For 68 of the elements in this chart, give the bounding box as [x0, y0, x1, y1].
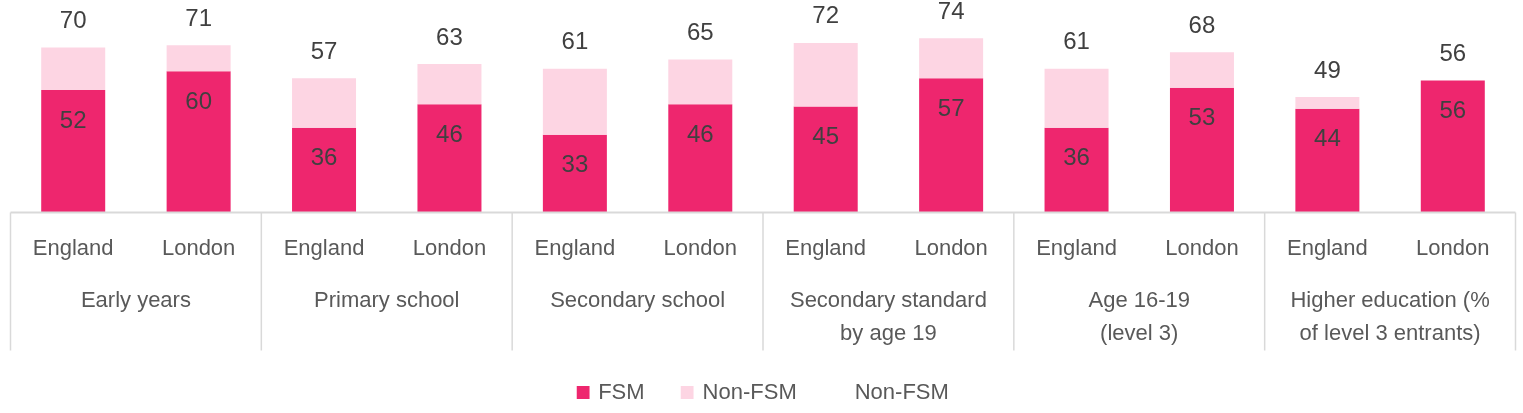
- data-label: 60: [185, 86, 212, 114]
- bar: [417, 64, 482, 105]
- data-label: 36: [1063, 143, 1090, 171]
- total-label: 61: [1063, 27, 1090, 55]
- bar: [292, 127, 357, 213]
- data-label: 46: [686, 119, 714, 147]
- bar: [1295, 108, 1360, 213]
- data-label: 52: [59, 105, 87, 133]
- total-label: 65: [686, 17, 714, 45]
- x-tick-label: London: [1416, 235, 1490, 260]
- total-label: 72: [812, 1, 840, 29]
- total-label: 70: [59, 6, 87, 34]
- bar: [1295, 97, 1360, 109]
- text: Secondary standard by age 19: [789, 286, 987, 346]
- data-label: 44: [1314, 124, 1341, 152]
- legend-label: FSM: [598, 379, 645, 405]
- bar: [1044, 68, 1109, 128]
- bar: [793, 106, 858, 213]
- x-tick-label: England: [32, 235, 114, 260]
- x-tick-label: London: [412, 235, 487, 260]
- data-label: 33: [561, 150, 589, 178]
- bar: [668, 104, 733, 213]
- legend-label: Non-FSM: [702, 379, 797, 405]
- total-label: 71: [185, 3, 212, 31]
- total-label: 63: [436, 22, 463, 50]
- bar: [542, 134, 607, 213]
- bar: [919, 38, 984, 79]
- bar: [166, 45, 231, 72]
- bar: [292, 78, 357, 128]
- data-label: 53: [1188, 103, 1216, 131]
- total-label: 49: [1314, 55, 1341, 83]
- bar: [668, 59, 733, 105]
- x-tick-label: London: [663, 235, 738, 260]
- bar: [41, 90, 106, 213]
- bar: [1169, 87, 1234, 213]
- x-tick-label: London: [161, 235, 236, 260]
- bar: [41, 47, 106, 91]
- total-label: 61: [561, 27, 589, 55]
- x-tick-label: London: [1165, 235, 1239, 260]
- total-label: 74: [937, 0, 965, 24]
- text: Age 16-19 (level 3): [1088, 286, 1191, 346]
- bar: [1420, 80, 1485, 213]
- text: Early years: [80, 286, 191, 312]
- data-label: 36: [310, 143, 338, 171]
- data-label: 57: [937, 93, 965, 121]
- data-label: 46: [436, 119, 463, 147]
- total-label: 56: [1439, 39, 1467, 67]
- bar: [1044, 127, 1109, 213]
- total-label: 57: [310, 36, 338, 64]
- text: Higher education (% of level 3 entrants): [1290, 286, 1490, 346]
- text: Primary school: [314, 286, 460, 312]
- bar: [542, 68, 607, 135]
- total-label: 68: [1188, 10, 1216, 38]
- bar: [919, 78, 984, 213]
- x-tick-label: England: [785, 235, 867, 260]
- text: Secondary school: [550, 286, 726, 312]
- x-tick-label: England: [1036, 235, 1117, 260]
- text: Non-FSM: [854, 379, 949, 405]
- data-label: 56: [1439, 96, 1467, 124]
- bar: [417, 104, 482, 213]
- bar: [793, 42, 858, 107]
- x-tick-label: England: [283, 235, 365, 260]
- x-tick-label: England: [534, 235, 616, 260]
- x-tick-label: England: [1287, 235, 1368, 260]
- bar: [1169, 52, 1234, 88]
- data-label: 45: [812, 122, 840, 149]
- bar: [166, 71, 231, 213]
- x-tick-label: London: [914, 235, 988, 260]
